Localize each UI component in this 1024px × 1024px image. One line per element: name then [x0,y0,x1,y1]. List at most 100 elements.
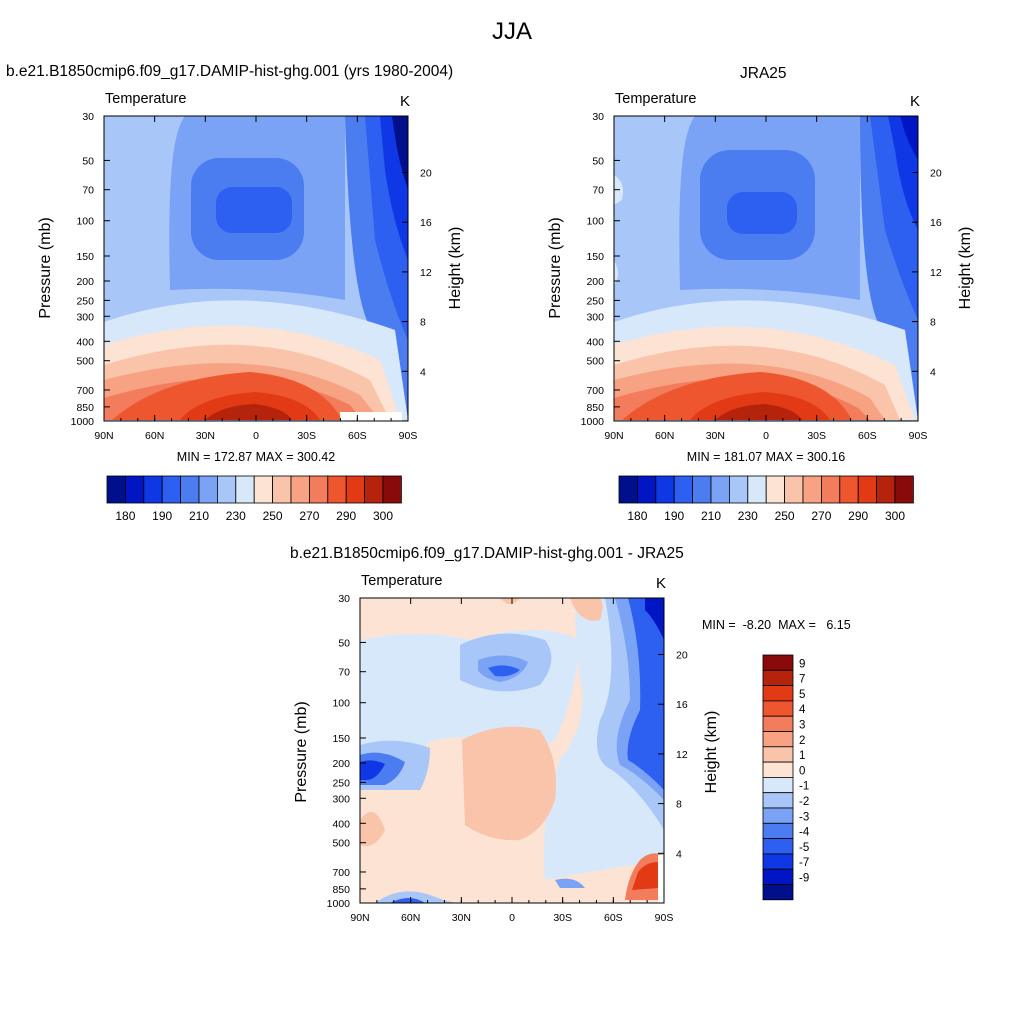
y-tick-label: 300 [332,793,350,805]
y2-tick-label: 12 [930,267,942,279]
x-tick-label: 30N [706,430,725,442]
panel-3-axes: 90N 60N 30N 0 30S 60S 90S 30 50 70 100 150 200 250 300… [327,593,688,924]
colorbar-swatch [161,475,181,504]
panel-1-y2label: Height (km) [447,227,464,310]
contour-band-neg4-south [627,598,664,790]
colorbar-swatch [894,475,914,504]
contour-band-7-south-surface [632,862,658,890]
y-tick-label: 700 [76,385,94,397]
panel-3-title: b.e21.B1850cmip6.f09_g17.DAMIP-hist-ghg.… [290,545,684,562]
contour-band-1-2-tropics [462,726,556,841]
orography-mask [340,412,402,421]
panel-1-ylabel: Pressure (mb) [37,217,54,318]
y-tick-label: 400 [586,336,604,348]
colorbar-label: 9 [799,658,805,670]
colorbar-swatch [747,475,767,504]
y-tick-label: 30 [338,593,350,605]
x-tick-label: 60N [401,912,420,924]
colorbar-swatch [143,475,163,504]
figure-title: JJA [491,18,532,45]
panel-2-stats: MIN = 181.07 MAX = 300.16 [687,450,845,464]
colorbar-label: 290 [848,509,868,523]
colorbar-label: 230 [738,509,758,523]
panel-1-subtitle-right: K [400,93,410,110]
y2-tick-label: 16 [420,217,432,229]
colorbar-swatch [762,868,794,885]
y-tick-label: 200 [332,758,350,770]
colorbar-swatch [692,475,712,504]
colorbar-label: -5 [799,842,809,854]
orography-mask [658,855,664,903]
contour-band-neg4-surface [390,898,425,903]
colorbar-swatch [253,475,273,504]
colorbar-swatch [762,838,794,855]
y2-tick-label: 20 [676,649,688,661]
y-tick-label: 150 [332,733,350,745]
colorbar-swatch [655,475,675,504]
y2-tick-label: 12 [676,749,688,761]
colorbar-swatch [637,475,657,504]
colorbar-label: 0 [799,765,805,777]
contour-band-neg4-tropics [488,665,520,677]
y-tick-label: 1000 [581,416,605,428]
x-tick-label: 60N [145,430,164,442]
panel-2-title: JRA25 [740,65,787,82]
y-tick-label: 150 [76,251,94,263]
panel-1: Temperature K Pressure (mb) Height (km) … [37,91,464,523]
x-tick-label: 30S [297,430,316,442]
colorbar-label: 3 [799,720,805,732]
x-tick-label: 60N [655,430,674,442]
panel-3: Temperature K Pressure (mb) Height (km) … [293,573,851,924]
colorbar-label: 210 [701,509,721,523]
y-tick-label: 1000 [71,416,95,428]
y-tick-label: 400 [332,818,350,830]
y-tick-label: 100 [586,216,604,228]
y2-tick-label: 20 [930,167,942,179]
contour-band-neg7-south [645,598,664,640]
colorbar-swatch [762,884,794,901]
y-tick-label: 850 [332,884,350,896]
contour-band-polar-s-180 [392,116,408,190]
contour-tropopause-core [216,187,292,233]
colorbar-swatch [198,475,218,504]
colorbar-swatch [729,475,749,504]
y-tick-label: 500 [76,356,94,368]
y2-tick-label: 16 [930,217,942,229]
x-tick-label: 30S [553,912,572,924]
x-tick-label: 0 [763,430,769,442]
x-tick-label: 90N [94,430,113,442]
panel-3-y2label: Height (km) [703,711,720,794]
y-tick-label: 700 [586,385,604,397]
contour-band-300 [205,404,292,420]
x-tick-label: 60S [604,912,623,924]
colorbar-label: 300 [885,509,905,523]
y2-tick-label: 4 [676,848,682,860]
y-tick-label: 50 [338,637,350,649]
colorbar-swatch [290,475,310,504]
y-tick-label: 70 [82,185,94,197]
colorbar-label: 230 [226,509,246,523]
colorbar-label: 250 [775,509,795,523]
colorbar-swatch [327,475,347,504]
y-tick-label: 500 [332,838,350,850]
y-tick-label: 400 [76,336,94,348]
colorbar-label: 180 [115,509,135,523]
colorbar-swatch [216,475,237,504]
colorbar-swatch [762,807,794,824]
colorbar-swatch [762,685,794,702]
colorbar-swatch [364,475,384,504]
x-tick-label: 0 [509,912,515,924]
y-tick-label: 700 [332,867,350,879]
y-tick-label: 70 [338,667,350,679]
y-tick-label: 150 [586,251,604,263]
colorbar-swatch [710,475,730,504]
colorbar-label: 190 [664,509,684,523]
panel-2-subtitle-right: K [910,93,920,110]
colorbar-label: 1 [799,750,805,762]
y2-tick-label: 12 [420,267,432,279]
y-tick-label: 850 [76,402,94,414]
x-tick-label: 30S [807,430,826,442]
panel-1-axes: 90N 60N 30N 0 30S 60S 90S 30 50 70 100 150 200 250 300… [71,111,432,442]
contour-band-neg2-surface [375,891,460,903]
